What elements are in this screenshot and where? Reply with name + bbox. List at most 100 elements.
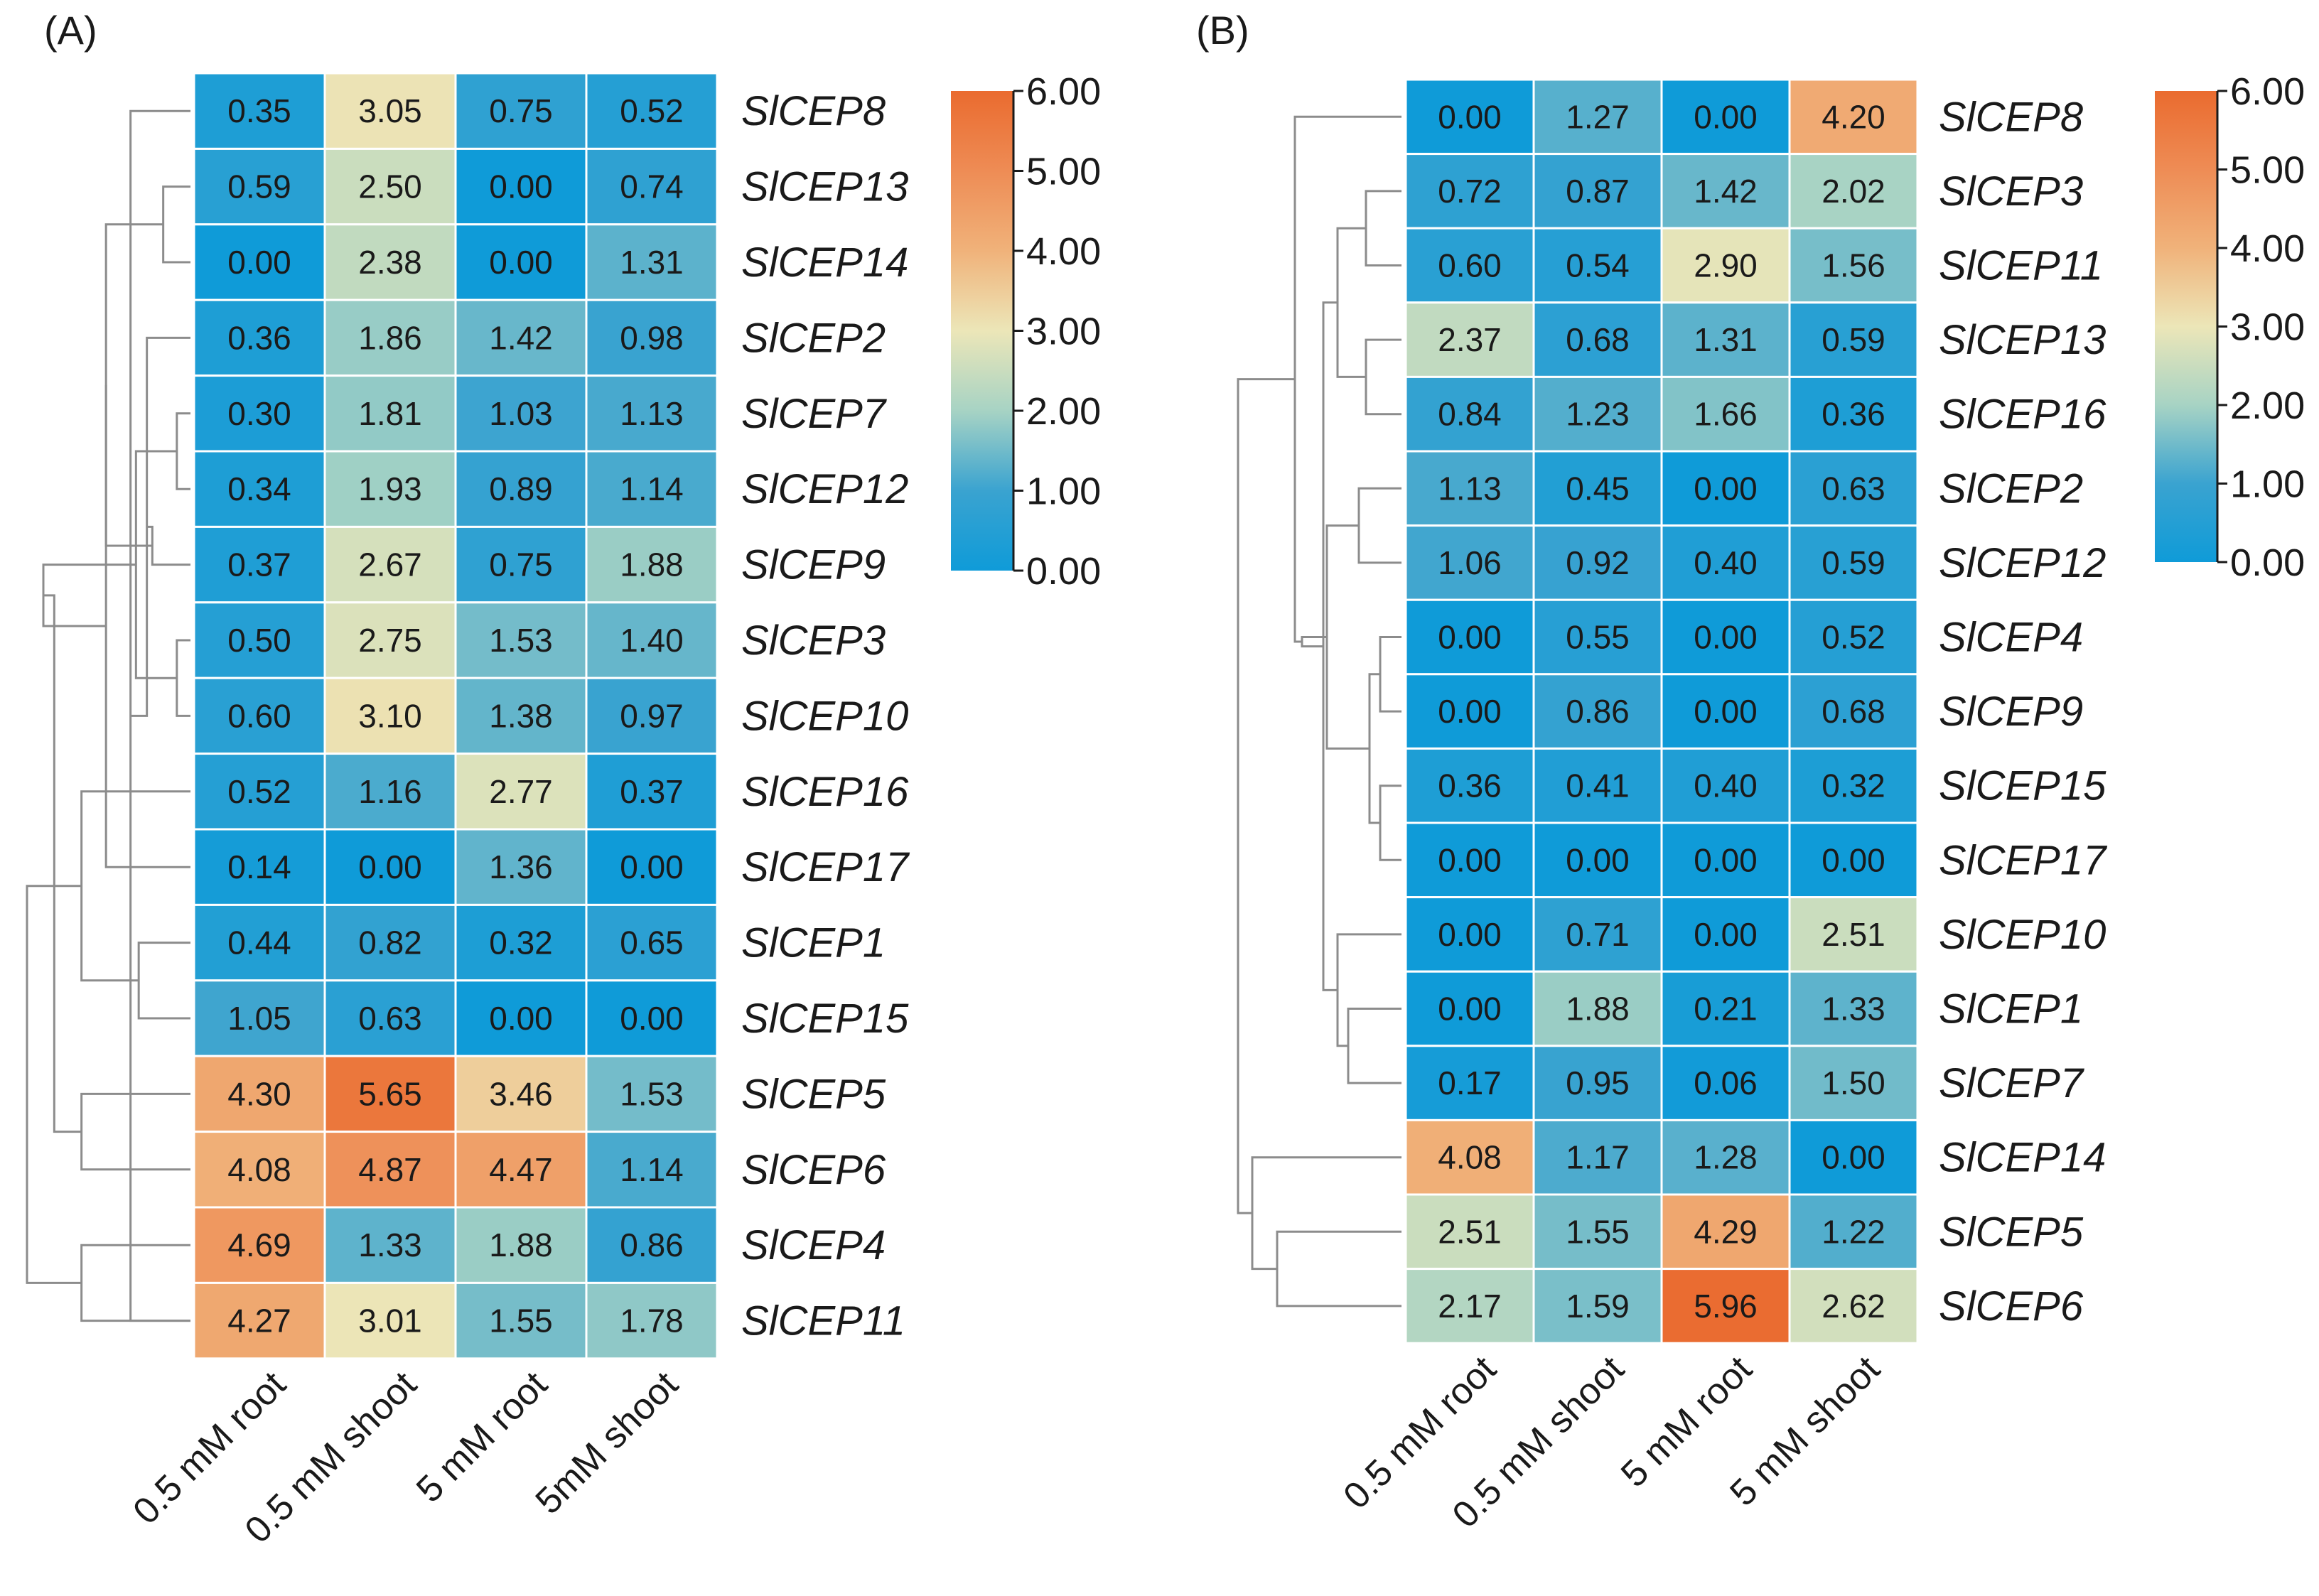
heatmap-cell [323,903,457,982]
cell-value-label: 2.37 [1438,321,1502,358]
row-label: SlCEP17 [1939,837,2108,883]
cell-value-label: 0.92 [1566,544,1630,581]
heatmap-cell [1660,524,1791,601]
row-label: SlCEP14 [1939,1135,2106,1181]
row-label: SlCEP5 [1939,1209,2084,1255]
cell-value-label: 4.30 [227,1075,291,1112]
cell-value-label: 0.32 [489,924,553,961]
heatmap-cell [585,1281,719,1360]
cell-value-label: 1.86 [358,319,422,356]
cell-value-label: 2.51 [1438,1213,1502,1250]
cell-value-label: 1.06 [1438,544,1502,581]
cell-value-label: 0.59 [227,168,291,205]
cell-value-label: 0.72 [1438,173,1502,210]
heatmap-cell [1532,524,1663,601]
cell-value-label: 1.56 [1822,247,1885,284]
heatmap-cell [1404,896,1535,973]
cell-value-label: 1.03 [489,395,553,432]
dendrogram-branch [176,639,190,717]
cell-value-label: 0.35 [227,92,291,129]
cell-value-label: 0.65 [620,924,684,961]
dendrogram-branch [1365,190,1401,266]
dendrogram-branch [162,185,190,264]
heatmap-cell [193,1055,326,1133]
row-label: SlCEP6 [741,1147,886,1193]
colorbar-tick-label: 5.00 [2230,149,2305,192]
row-label: SlCEP5 [741,1071,886,1117]
cell-value-label: 0.21 [1694,991,1758,1028]
heatmap-cell [1788,227,1919,304]
cell-value-label: 0.75 [489,546,553,583]
dendrogram-branch [1347,1008,1401,1084]
colorbar-tick-label: 6.00 [2230,70,2305,113]
dendrogram-branch [1365,338,1401,416]
cell-value-label: 4.47 [489,1151,553,1188]
cell-value-label: 0.00 [1694,693,1758,730]
cell-value-label: 0.36 [1822,396,1885,433]
heatmap-cell [585,1055,719,1133]
cell-value-label: 1.42 [1694,173,1758,210]
dendrogram-branch [1357,487,1401,564]
heatmap-cell [1788,1193,1919,1271]
cell-value-label: 0.50 [227,622,291,659]
heatmap-cell [454,1281,588,1360]
cell-value-label: 2.17 [1438,1288,1502,1325]
cell-value-label: 0.59 [1822,321,1885,358]
row-label: SlCEP8 [1939,94,2083,140]
heatmap-cell [1788,896,1919,973]
cell-value-label: 0.00 [1822,1139,1885,1176]
heatmap-cell [1788,153,1919,230]
colorbar-tick-label: 3.00 [1026,311,1101,353]
heatmap-cell [1660,375,1791,453]
heatmap-cell [323,1055,457,1133]
heatmap-cell [1788,598,1919,676]
row-label: SlCEP1 [741,920,886,966]
heatmap-cell [454,601,588,679]
cell-value-label: 1.31 [620,244,684,281]
cell-value-label: 0.89 [489,470,553,507]
cell-value-label: 1.81 [358,395,422,432]
cell-value-label: 3.10 [358,697,422,734]
cell-value-label: 0.00 [1694,619,1758,656]
cell-value-label: 0.17 [1438,1064,1502,1101]
colorbar-tick-label: 4.00 [1026,230,1101,273]
cell-value-label: 0.82 [358,924,422,961]
cell-value-label: 0.63 [1822,470,1885,507]
cell-value-label: 1.42 [489,319,553,356]
cell-value-label: 4.08 [227,1151,291,1188]
cell-value-label: 2.50 [358,168,422,205]
cell-value-label: 2.51 [1822,916,1885,953]
heatmap-cell [1532,821,1663,899]
cell-value-label: 1.14 [620,470,684,507]
cell-value-label: 1.40 [620,622,684,659]
panel-label: (A) [44,8,97,53]
heatmap-cell [585,1206,719,1284]
heatmap-cell [1660,673,1791,750]
cell-value-label: 0.60 [1438,247,1502,284]
dendrogram-branch [1379,784,1401,861]
cell-value-label: 1.05 [227,1000,291,1037]
panel-b: (B) 0.00 1.27 0.00 4.20 0.72 0.87 1.42 2.02 0.60 0… [1196,8,2305,1536]
cell-value-label: 1.66 [1694,396,1758,433]
cell-value-label: 1.53 [620,1075,684,1112]
cell-value-label: 4.69 [227,1226,291,1263]
heatmap-cell [193,979,326,1057]
cell-value-label: 0.44 [227,924,291,961]
row-label: SlCEP13 [741,164,908,210]
cell-value-label: 4.08 [1438,1139,1502,1176]
heatmap-cell [323,979,457,1057]
heatmap-cell [1532,1045,1663,1121]
row-label: SlCEP15 [741,996,909,1042]
heatmap-cell [454,828,588,906]
heatmap-cell [1660,1268,1791,1344]
heatmap-cell [1532,896,1663,973]
heatmap-cell [585,525,719,604]
dendrogram [1237,115,1401,1307]
cell-value-label: 0.00 [227,244,291,281]
cell-value-label: 0.00 [1822,841,1885,878]
row-label: SlCEP10 [741,693,908,739]
row-label: SlCEP14 [741,239,908,286]
heatmap-cell [585,72,719,150]
cell-value-label: 0.52 [620,92,684,129]
cell-value-label: 0.00 [1566,841,1630,878]
